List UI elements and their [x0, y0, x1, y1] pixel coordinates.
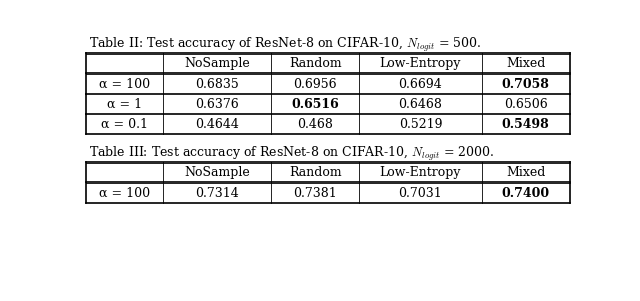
Text: 0.7400: 0.7400 — [502, 187, 550, 200]
Text: 0.7381: 0.7381 — [293, 187, 337, 200]
Text: 0.6516: 0.6516 — [291, 98, 339, 111]
Text: 0.4644: 0.4644 — [195, 118, 239, 131]
Text: 0.6468: 0.6468 — [399, 98, 442, 111]
Text: α = 0.1: α = 0.1 — [101, 118, 148, 131]
Text: NoSample: NoSample — [184, 57, 250, 70]
Text: 0.6835: 0.6835 — [195, 78, 239, 91]
Text: Low-Entropy: Low-Entropy — [380, 57, 461, 70]
Text: Random: Random — [289, 57, 342, 70]
Text: Table III: Test accuracy of ResNet-8 on CIFAR-10, $N_{logit}$ = 2000.: Table III: Test accuracy of ResNet-8 on … — [90, 145, 495, 163]
Text: Random: Random — [289, 166, 342, 178]
Text: 0.6506: 0.6506 — [504, 98, 548, 111]
Text: Low-Entropy: Low-Entropy — [380, 166, 461, 178]
Text: 0.468: 0.468 — [297, 118, 333, 131]
Text: 0.7314: 0.7314 — [195, 187, 239, 200]
Text: 0.6956: 0.6956 — [293, 78, 337, 91]
Text: 0.5498: 0.5498 — [502, 118, 550, 131]
Text: α = 100: α = 100 — [99, 78, 150, 91]
Text: 0.7058: 0.7058 — [502, 78, 550, 91]
Text: Mixed: Mixed — [506, 166, 545, 178]
Text: 0.6694: 0.6694 — [399, 78, 442, 91]
Text: 0.5219: 0.5219 — [399, 118, 442, 131]
Text: NoSample: NoSample — [184, 166, 250, 178]
Text: Mixed: Mixed — [506, 57, 545, 70]
Text: Table II: Test accuracy of ResNet-8 on CIFAR-10, $N_{logit}$ = 500.: Table II: Test accuracy of ResNet-8 on C… — [90, 36, 482, 54]
Text: 0.6376: 0.6376 — [195, 98, 239, 111]
Text: 0.7031: 0.7031 — [399, 187, 442, 200]
Text: α = 1: α = 1 — [107, 98, 142, 111]
Text: α = 100: α = 100 — [99, 187, 150, 200]
